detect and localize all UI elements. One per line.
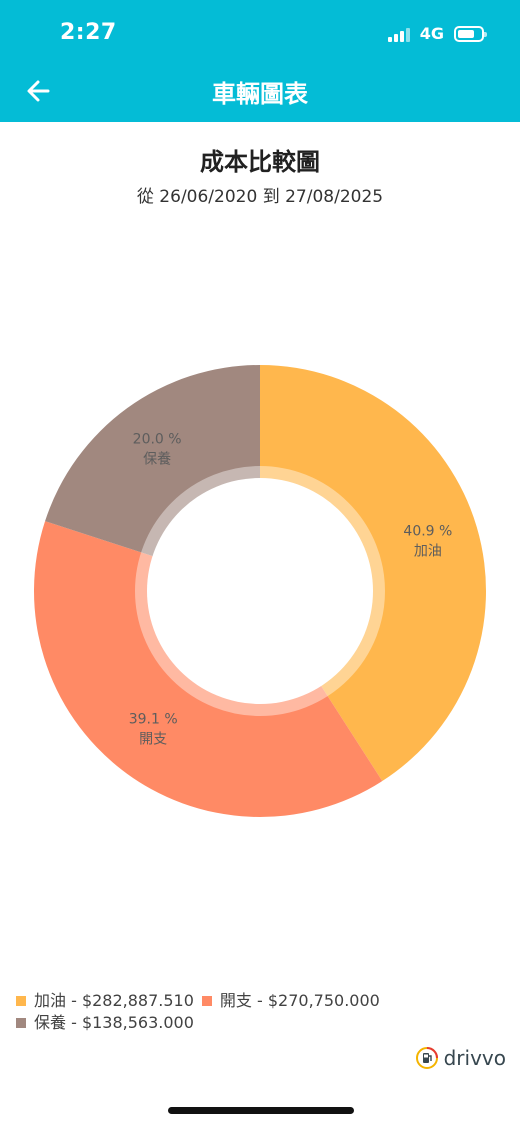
brand-name: drivvo [443,1046,506,1070]
signal-icon [387,26,410,42]
legend-item[interactable]: 加油 - $282,887.510 [16,990,194,1012]
legend-label: 開支 - $270,750.000 [219,991,380,1010]
page-title: 車輛圖表 [212,80,308,108]
slice-percent-label: 40.9 % [403,524,452,540]
slice-name-label: 開支 [139,732,167,748]
legend-swatch [16,996,26,1006]
slice-name-label: 加油 [414,544,442,560]
chart-title: 成本比較圖 [200,148,320,176]
donut-slice-0[interactable] [260,365,486,782]
legend-label: 加油 - $282,887.510 [34,991,194,1010]
chart-legend: 加油 - $282,887.510 開支 - $270,750.000 保養 - $… [16,990,506,1034]
fuel-pump-logo-icon [415,1047,438,1069]
slice-name-label: 保養 [143,450,171,467]
app-header: 2:27 4G 車輛圖表 [0,0,520,122]
legend-swatch [16,1018,26,1028]
network-label: 4G [419,24,444,43]
donut-chart[interactable]: 40.9 % 加油 39.1 % 開支 20.0 % 保養 [0,340,520,840]
status-time: 2:27 [60,20,117,45]
legend-swatch [201,996,212,1006]
back-button[interactable] [22,74,56,108]
arrow-left-icon [27,80,50,102]
brand-logo: drivvo [415,1046,506,1070]
battery-icon [454,25,487,42]
donut-slice-1[interactable] [34,521,383,817]
donut-inner-ring [135,466,385,716]
donut-slice-2[interactable] [45,365,261,557]
home-indicator [168,1107,354,1114]
slice-percent-label: 20.0 % [133,431,182,447]
legend-item[interactable]: 保養 - $138,563.000 [16,1012,194,1034]
status-icons: 4G [387,24,487,43]
legend-item[interactable]: 開支 - $270,750.000 [201,990,380,1012]
donut-hole [147,478,373,704]
legend-label: 保養 - $138,563.000 [34,1013,194,1032]
chart-date-range: 從 26/06/2020 到 27/08/2025 [136,187,384,207]
slice-percent-label: 39.1 % [129,712,178,728]
